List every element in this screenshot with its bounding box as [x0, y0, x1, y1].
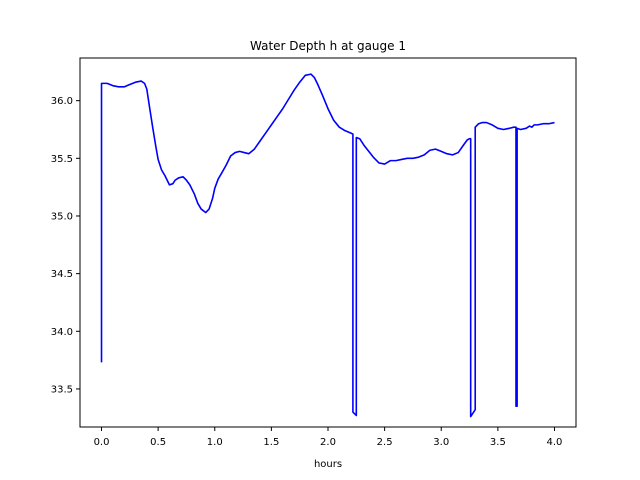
x-tick-label: 1.0 [207, 437, 223, 448]
y-tick-label: 33.5 [51, 384, 73, 395]
x-tick-label: 2.0 [320, 437, 336, 448]
x-tick-label: 1.5 [263, 437, 279, 448]
y-tick-label: 35.0 [51, 211, 73, 222]
y-axis: 33.5 34.0 34.5 35.0 35.5 36.0 [51, 96, 80, 395]
y-tick-label: 35.5 [51, 154, 73, 165]
y-tick-label: 34.0 [51, 327, 73, 338]
x-tick-label: 2.5 [377, 437, 393, 448]
plot-area [100, 73, 555, 418]
x-axis-label: hours [314, 459, 342, 470]
x-tick-label: 3.0 [433, 437, 449, 448]
y-tick-label: 34.5 [51, 269, 73, 280]
x-tick-label: 0.5 [150, 437, 166, 448]
x-axis: 0.0 0.5 1.0 1.5 2.0 2.5 3.0 3.5 4.0 [94, 427, 563, 448]
x-tick-label: 3.5 [490, 437, 506, 448]
y-tick-label: 36.0 [51, 96, 73, 107]
x-tick-label: 4.0 [547, 437, 563, 448]
series-line-1 [100, 73, 555, 418]
x-tick-label: 0.0 [94, 437, 110, 448]
chart-title: Water Depth h at gauge 1 [250, 39, 406, 53]
plot-frame [79, 57, 577, 428]
